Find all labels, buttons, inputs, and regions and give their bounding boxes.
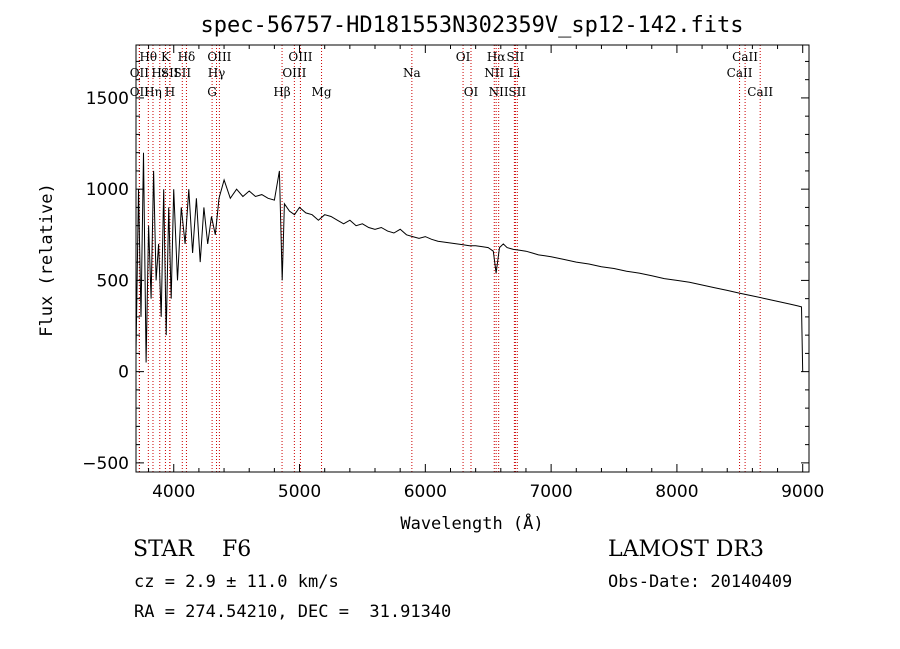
- axes: [135, 44, 810, 473]
- y-tick-label: −500: [82, 454, 129, 474]
- y-tick-label: 500: [97, 271, 129, 291]
- plot-frame: [135, 44, 810, 473]
- line-label: CaII: [747, 85, 773, 99]
- line-label: OIII: [282, 66, 306, 80]
- line-label: H: [165, 85, 175, 99]
- line-label: Hγ: [208, 66, 226, 80]
- line-label: SII: [507, 50, 525, 64]
- line-label: NII: [484, 66, 504, 80]
- y-tick-label: 0: [118, 363, 129, 383]
- x-tick-label: 7000: [529, 482, 572, 502]
- y-tick-label: 1000: [86, 180, 129, 200]
- line-label: Na: [403, 66, 421, 80]
- line-markers: [138, 45, 761, 472]
- line-label: OII: [130, 66, 150, 80]
- line-label: Hθ: [139, 50, 157, 64]
- line-label: NII: [489, 85, 509, 99]
- line-label: OIII: [288, 50, 312, 64]
- line-label: Mg: [312, 85, 332, 99]
- chart-title: spec-56757-HD181553N302359V_sp12-142.fit…: [200, 13, 743, 38]
- line-label: OI: [456, 50, 471, 64]
- line-label: Hη: [144, 85, 162, 99]
- line-label: Hδ: [178, 50, 196, 64]
- x-tick-label: 5000: [278, 482, 321, 502]
- line-label: SII: [161, 66, 179, 80]
- spectrum: [135, 152, 804, 372]
- y-axis-label: Flux (relative): [37, 183, 57, 337]
- y-tick-label: 1500: [86, 89, 129, 109]
- line-label: K: [161, 50, 171, 64]
- line-label: CaII: [727, 66, 753, 80]
- line-label: Li: [508, 66, 520, 80]
- x-tick-label: 4000: [152, 482, 195, 502]
- line-label: CaII: [732, 50, 758, 64]
- line-label: Hβ: [273, 85, 290, 99]
- x-axis-label: Wavelength (Å): [400, 512, 543, 534]
- line-label: SII: [508, 85, 526, 99]
- line-label: OIII: [207, 50, 231, 64]
- line-label: Hα: [487, 50, 506, 64]
- spectrum-line: [135, 152, 804, 372]
- redshift-velocity: cz = 2.9 ± 11.0 km/s: [134, 572, 339, 592]
- object-class: STAR F6: [133, 537, 252, 562]
- observation-date: Obs-Date: 20140409: [608, 572, 793, 592]
- data-release: LAMOST DR3: [608, 537, 764, 562]
- line-label: G: [207, 85, 217, 99]
- line-label: Hε: [151, 66, 168, 80]
- coordinates: RA = 274.54210, DEC = 31.91340: [134, 602, 452, 622]
- x-tick-label: 8000: [655, 482, 698, 502]
- line-label: OI: [464, 85, 479, 99]
- line-label: OII: [130, 85, 150, 99]
- ticks: 4000 5000 6000 7000 8000 9000 −500 0 500 1000 1500: [82, 45, 824, 502]
- x-tick-label: 6000: [404, 482, 447, 502]
- x-tick-label: 9000: [781, 482, 824, 502]
- line-label: SII: [173, 66, 191, 80]
